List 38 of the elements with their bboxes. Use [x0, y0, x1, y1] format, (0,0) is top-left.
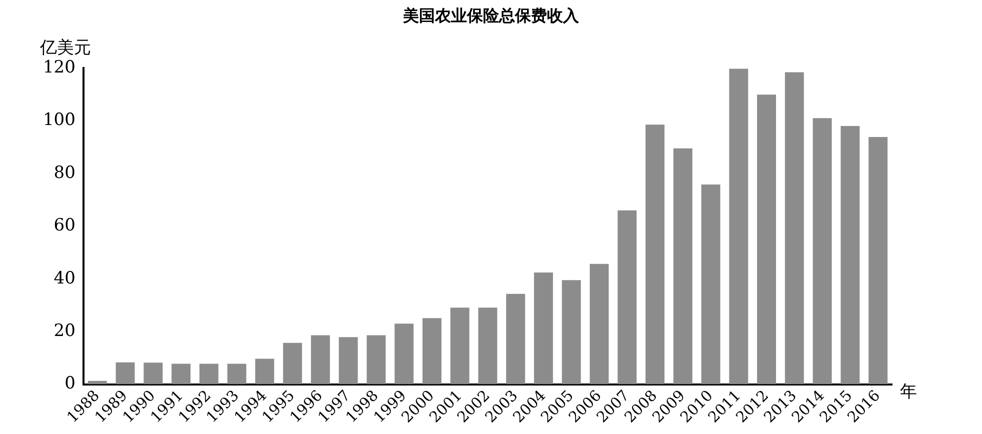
bar	[729, 68, 748, 384]
y-axis-title: 亿美元	[40, 37, 91, 59]
bar	[338, 337, 358, 384]
bar	[840, 126, 860, 384]
bar	[366, 335, 386, 384]
bar	[422, 318, 442, 384]
bar	[116, 362, 135, 384]
bar	[450, 308, 470, 384]
bar	[394, 324, 414, 384]
y-tick-label: 40	[54, 268, 76, 288]
bar	[199, 364, 218, 384]
y-tick-label: 60	[54, 216, 76, 236]
bar	[283, 342, 302, 384]
chart-title: 美国农业保险总保费收入	[402, 6, 580, 27]
bar	[673, 148, 692, 384]
y-tick-label: 0	[64, 374, 76, 394]
bar	[590, 264, 609, 384]
bar	[868, 137, 888, 384]
bar	[812, 118, 832, 384]
bar	[310, 335, 330, 384]
bar	[646, 124, 664, 384]
bar	[618, 210, 637, 384]
bar	[534, 272, 553, 384]
bar	[701, 184, 720, 384]
y-tick-label: 100	[42, 110, 76, 130]
y-tick-label: 20	[54, 320, 76, 341]
bar	[784, 72, 804, 384]
bar	[144, 362, 163, 384]
bar	[255, 358, 274, 384]
y-tick-label: 120	[42, 57, 76, 78]
y-tick-label: 80	[54, 162, 76, 183]
bar	[562, 280, 581, 384]
bar	[227, 364, 246, 384]
bar	[478, 308, 498, 384]
bar	[506, 294, 526, 384]
bar	[172, 364, 191, 384]
x-axis-title: 年	[900, 381, 917, 403]
bar	[757, 94, 776, 384]
